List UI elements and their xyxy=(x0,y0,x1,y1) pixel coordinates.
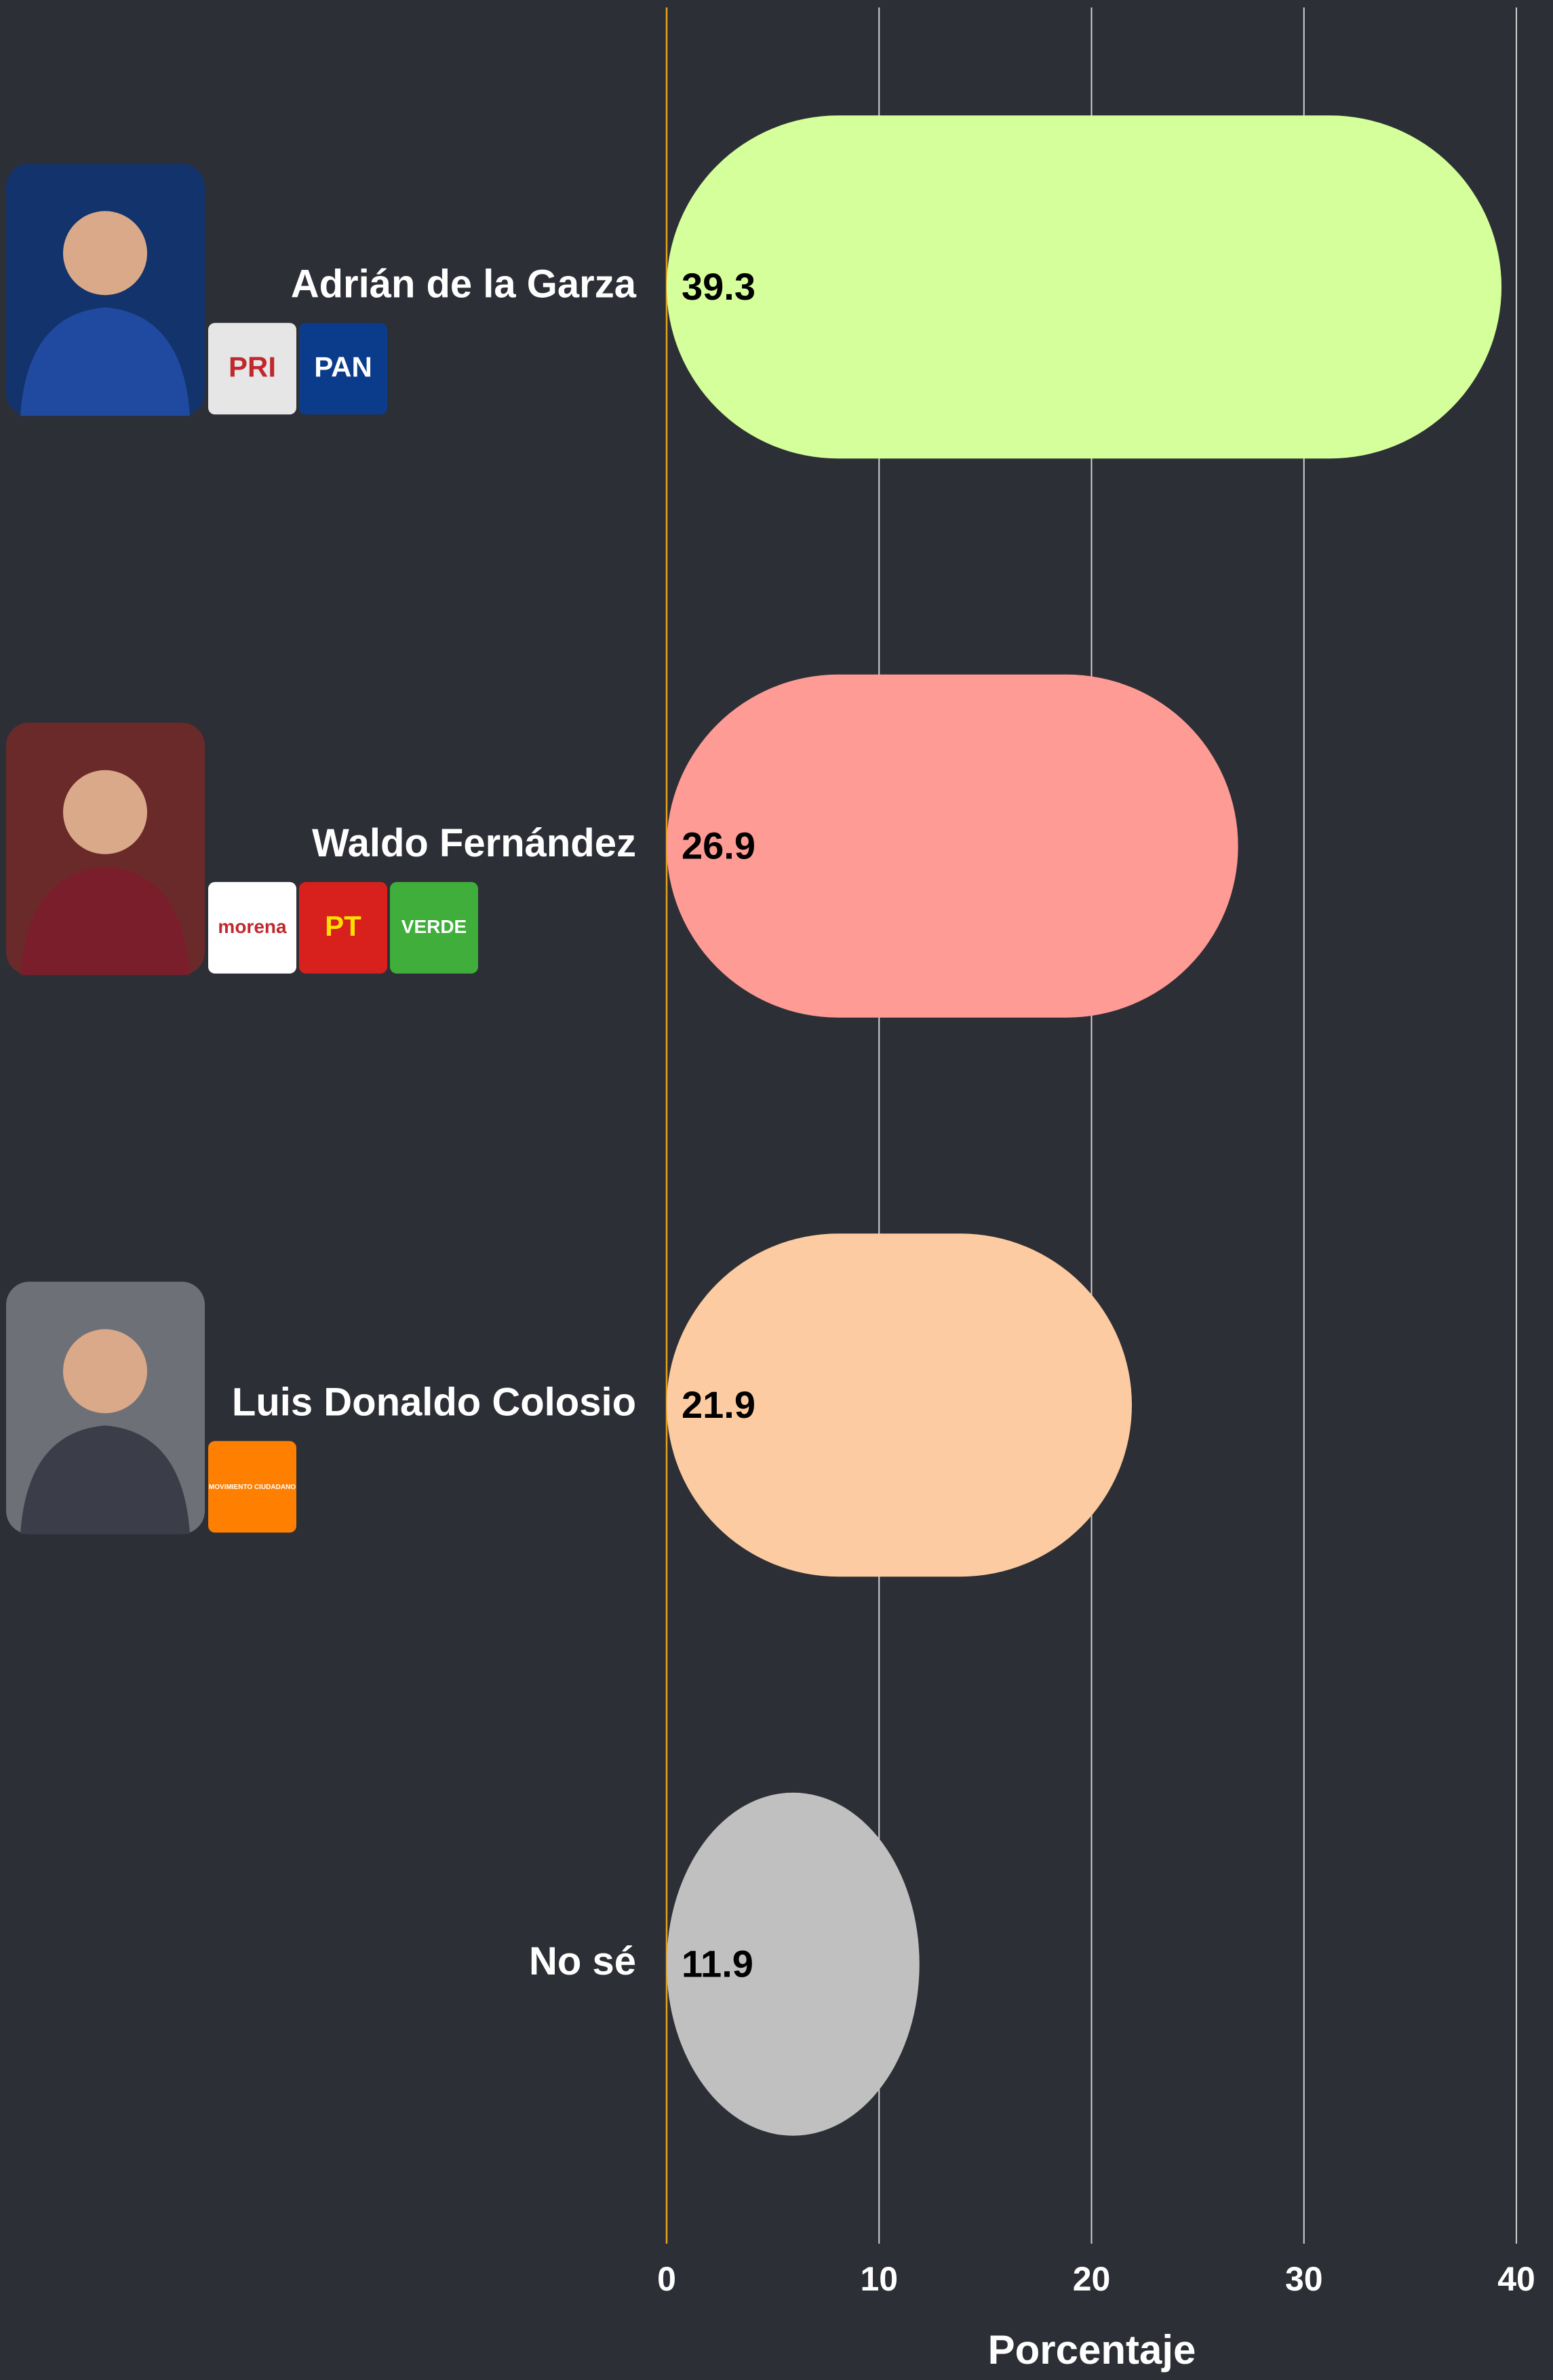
party-logo-label: MOVIMIENTO CIUDADANO xyxy=(209,1484,296,1491)
category-label: Adrián de la Garza xyxy=(291,262,637,306)
photo-head xyxy=(63,1329,147,1413)
party-logo-label: PAN xyxy=(314,351,372,382)
x-tick-label: 10 xyxy=(860,2260,898,2298)
candidate-photo xyxy=(6,1282,205,1534)
value-label: 21.9 xyxy=(682,1383,755,1426)
party-logo-label: VERDE xyxy=(401,916,467,937)
value-label: 26.9 xyxy=(682,825,755,867)
photo-head xyxy=(63,211,147,295)
candidate-photo xyxy=(6,163,205,416)
value-label: 39.3 xyxy=(682,265,755,308)
party-logo-label: PRI xyxy=(229,351,276,382)
value-label: 11.9 xyxy=(682,1943,753,1985)
x-axis-title: Porcentaje xyxy=(988,2327,1196,2373)
x-tick-label: 20 xyxy=(1073,2260,1111,2298)
party-logo-label: PT xyxy=(325,910,361,942)
category-label: Luis Donaldo Colosio xyxy=(232,1381,636,1425)
party-logo-label: morena xyxy=(218,916,287,937)
x-tick-label: 30 xyxy=(1285,2260,1323,2298)
category-label: Waldo Fernández xyxy=(312,821,636,865)
chart: Porcentaje 0 10 20 30 40 39.3 Adrián de la Gar… xyxy=(0,0,1553,2380)
x-tick-label: 0 xyxy=(657,2260,676,2298)
candidate-photo xyxy=(6,723,205,975)
category-label: No sé xyxy=(529,1939,636,1983)
photo-head xyxy=(63,770,147,854)
x-tick-label: 40 xyxy=(1497,2260,1535,2298)
bar xyxy=(667,115,1501,458)
